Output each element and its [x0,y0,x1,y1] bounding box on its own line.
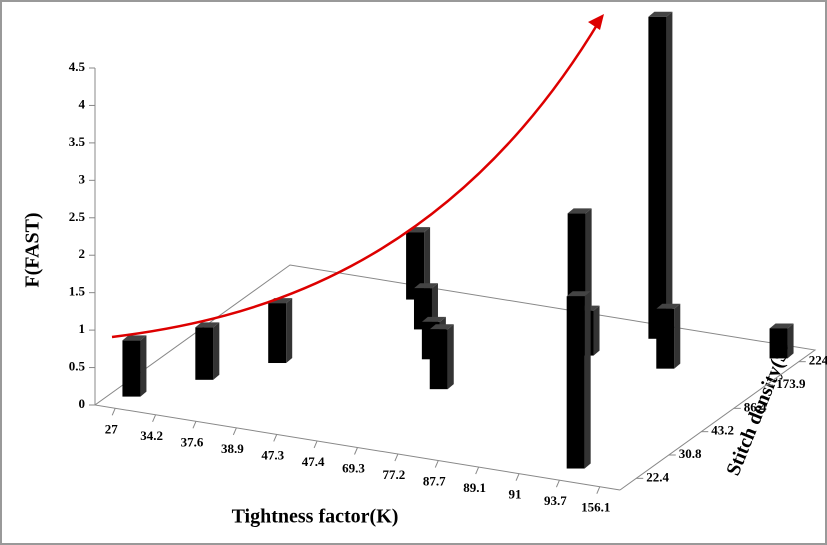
y-axis-title: F(FAST) [22,212,44,287]
y-tick-label: 4 [79,96,86,111]
z-tick-label: 43.2 [711,423,734,438]
z-tick-label: 30.8 [679,446,702,461]
x-tick-label: 34.2 [140,428,163,443]
bar-top [421,316,446,322]
bar-top [656,303,681,309]
y-tick-label: 2 [79,246,86,261]
bar-side [674,303,681,369]
x-axis-title: Tightness factor(K) [232,506,399,528]
bar [566,296,585,469]
x-tick [434,460,439,468]
bar-top [566,291,591,297]
bar-side [286,298,293,364]
bar-side [593,305,600,356]
z-tick-label: 173.9 [776,376,806,391]
x-tick-label: 93.7 [544,493,567,508]
x-tick-label: 91 [509,487,522,502]
y-tick-label: 0 [79,396,86,411]
bar-side [424,227,431,300]
bar [406,232,425,300]
bar [268,303,287,364]
x-tick [152,414,157,423]
bar [429,329,448,390]
bar [195,327,214,380]
x-tick [555,479,560,488]
x-tick-label: 47.4 [302,454,325,469]
bar-top [122,335,147,341]
x-tick-label: 37.6 [181,434,204,449]
x-tick-label: 156.1 [581,500,610,515]
x-tick [596,486,601,494]
y-tick-label: 3.5 [69,134,86,149]
z-tick-label: 224.6 [809,353,827,368]
bar-top [567,208,592,214]
x-tick [232,427,237,436]
bar-top [429,324,454,330]
y-tick-label: 2.5 [69,209,86,224]
bar-side [666,11,673,339]
trend-arrow [111,19,602,339]
x-tick [273,434,278,442]
bar-side [787,323,794,359]
bar-side [447,324,454,390]
bar [656,308,675,369]
bar-side [584,291,591,469]
trend-arrow-head [588,14,604,30]
y-tick-label: 1.5 [69,284,86,299]
y-tick-label: 0.5 [69,359,86,374]
bar-side [140,335,147,397]
x-tick [111,408,116,416]
y-tick-label: 1 [79,321,86,336]
x-tick-label: 77.2 [383,467,406,482]
bar-top [769,323,794,329]
x-tick-label: 47.3 [261,447,284,462]
floor [93,264,817,491]
x-tick [394,453,399,462]
bar [769,328,788,359]
x-tick [313,440,318,449]
bar [648,16,667,339]
x-tick-label: 69.3 [342,460,365,475]
x-tick-label: 87.7 [423,474,446,489]
bar-top [648,11,673,17]
x-tick-label: 38.9 [221,441,244,456]
z-tick-label: 22.4 [646,469,669,484]
bar [122,340,141,397]
z-tick-label: 86.4 [744,399,767,414]
x-tick-label: 89.1 [463,480,486,495]
x-tick [192,421,197,429]
x-tick-label: 27 [105,421,119,436]
bar-top [413,283,438,289]
x-tick [475,466,480,475]
bar-side [213,322,220,380]
x-tick [515,473,520,481]
bar-top [195,322,220,328]
y-tick-label: 3 [79,171,86,186]
x-tick [354,447,358,455]
y-tick-label: 4.5 [69,59,86,74]
